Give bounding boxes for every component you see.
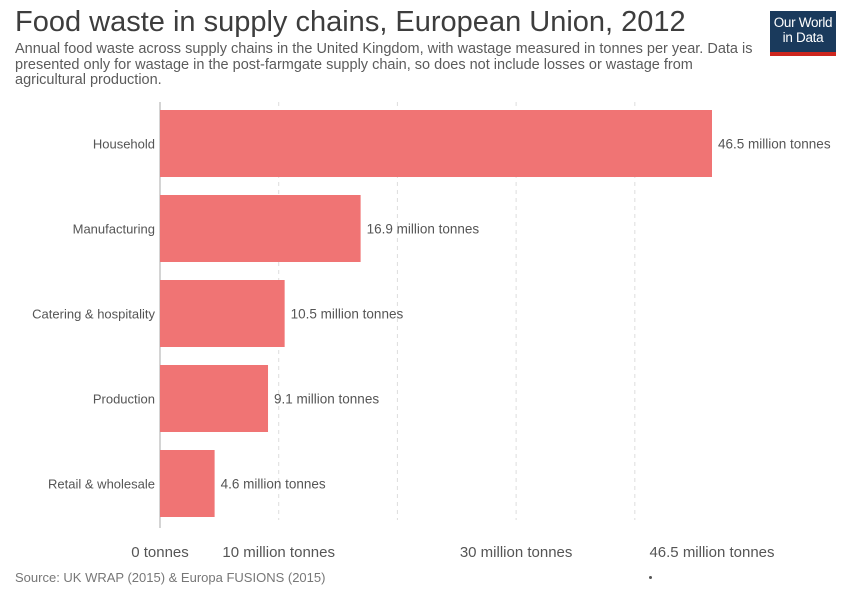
source-note: Source: UK WRAP (2015) & Europa FUSIONS … xyxy=(15,570,326,585)
logo-line-1: Our World xyxy=(773,15,833,30)
data-label: 4.6 million tonnes xyxy=(221,477,326,492)
decorative-dot xyxy=(649,576,652,579)
category-label: Catering & hospitality xyxy=(32,307,155,322)
chart-title: Food waste in supply chains, European Un… xyxy=(15,6,686,38)
x-tick-label: 10 million tonnes xyxy=(222,544,335,561)
data-label: 9.1 million tonnes xyxy=(274,392,379,407)
category-label: Manufacturing xyxy=(73,222,155,237)
bar-household[interactable] xyxy=(160,110,712,177)
bar-retail-wholesale[interactable] xyxy=(160,450,215,517)
x-tick-label: 46.5 million tonnes xyxy=(649,544,774,561)
data-label: 16.9 million tonnes xyxy=(367,222,480,237)
category-label: Retail & wholesale xyxy=(48,477,155,492)
bar-manufacturing[interactable] xyxy=(160,195,361,262)
owid-logo[interactable]: Our World in Data xyxy=(770,11,836,56)
x-tick-label: 30 million tonnes xyxy=(460,544,573,561)
category-label: Production xyxy=(93,392,155,407)
bar-chart: Household 46.5 million tonnes Manufacturin… xyxy=(32,102,831,561)
data-label: 46.5 million tonnes xyxy=(718,137,831,152)
x-tick-label: 0 tonnes xyxy=(131,544,189,561)
bar-production[interactable] xyxy=(160,365,269,432)
logo-line-2: in Data xyxy=(782,30,824,45)
category-label: Household xyxy=(93,137,155,152)
data-label: 10.5 million tonnes xyxy=(291,307,404,322)
chart-subtitle: Annual food waste across supply chains i… xyxy=(15,41,753,88)
bar-catering-hospitality[interactable] xyxy=(160,280,285,347)
